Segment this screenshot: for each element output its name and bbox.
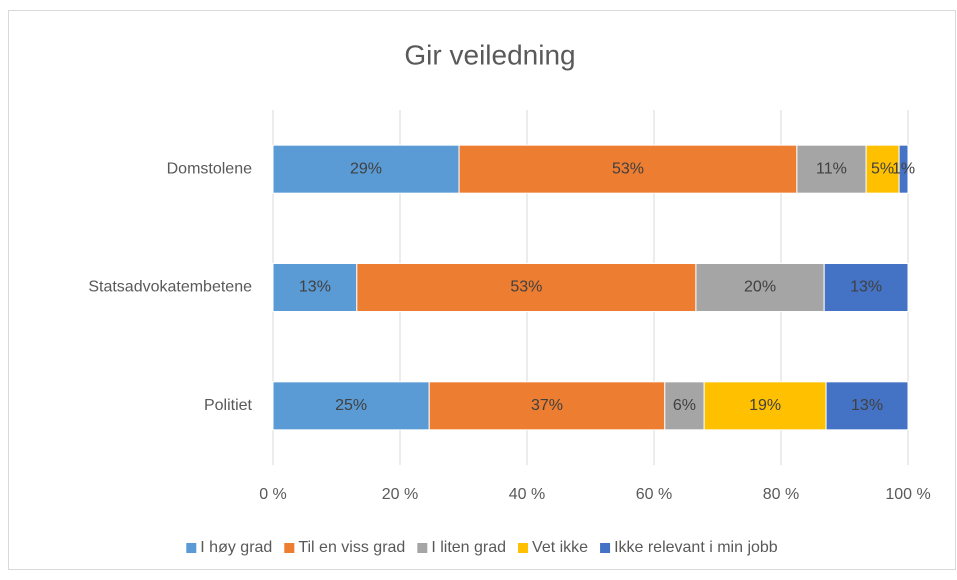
chart-title: Gir veiledning (404, 39, 575, 70)
bar-segment (272, 263, 358, 312)
data-label: 1% (892, 160, 915, 177)
legend-swatch (284, 543, 295, 553)
data-label: 53% (612, 160, 644, 177)
bar-segment (825, 381, 909, 431)
y-tick-label: Politiet (204, 397, 253, 414)
y-tick-label: Domstolene (167, 160, 252, 177)
bar-segment (898, 144, 909, 194)
legend-label: I liten grad (431, 539, 506, 556)
data-label: 29% (350, 160, 382, 177)
bar-segment (428, 381, 666, 431)
data-label: 13% (850, 279, 882, 296)
data-label: 13% (299, 279, 331, 296)
x-tick-label: 100 % (885, 486, 930, 503)
legend-label: I høy grad (200, 539, 272, 556)
x-tick-label: 0 % (259, 486, 287, 503)
data-label: 5% (871, 160, 894, 177)
legend-label: Ikke relevant i min jobb (614, 539, 778, 556)
bar-segment (664, 381, 705, 431)
data-label: 19% (749, 397, 781, 414)
legend-label: Til en viss grad (298, 539, 405, 556)
bar-segment (356, 263, 697, 312)
data-label: 20% (744, 279, 776, 296)
legend-swatch (518, 543, 529, 553)
legend-swatch (186, 543, 197, 553)
data-label: 13% (851, 397, 883, 414)
data-label: 53% (510, 279, 542, 296)
bar-segment (865, 144, 900, 194)
legend-label: Vet ikke (532, 539, 588, 556)
y-tick-label: Statsadvokatembetene (88, 279, 252, 296)
data-label: 6% (673, 397, 696, 414)
bar-segment (703, 381, 827, 431)
bar-segment (695, 263, 825, 312)
legend-swatch (417, 543, 428, 553)
data-label: 37% (531, 397, 563, 414)
bar-segment (823, 263, 909, 312)
legend-swatch (600, 543, 611, 553)
x-tick-label: 40 % (509, 486, 545, 503)
data-label: 11% (816, 160, 847, 177)
x-tick-label: 80 % (763, 486, 799, 503)
bar-segment (796, 144, 867, 194)
data-label: 25% (335, 397, 367, 414)
bar-segment (272, 381, 430, 431)
x-tick-label: 20 % (382, 486, 418, 503)
x-tick-label: 60 % (636, 486, 672, 503)
